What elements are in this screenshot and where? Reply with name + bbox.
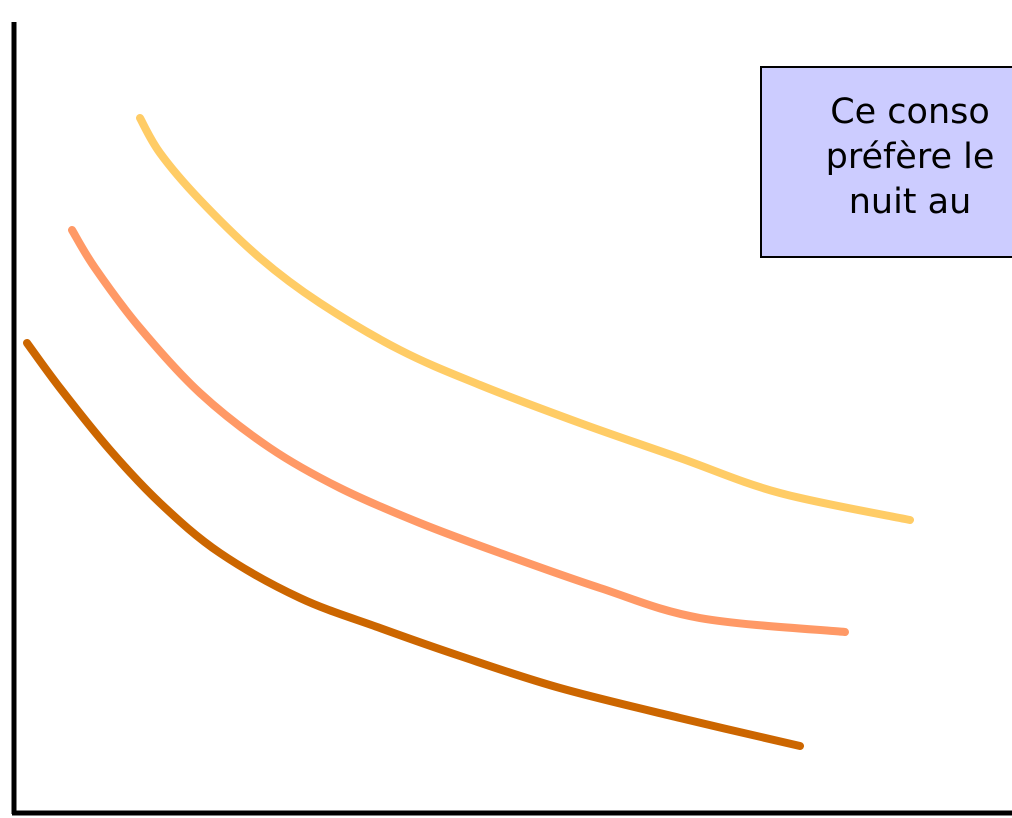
annotation-box: Ce conso préfère le nuit au: [760, 66, 1012, 258]
curve-mid: [68, 226, 849, 636]
curve-high: [136, 114, 914, 524]
curves-group: [23, 114, 914, 750]
curve-low: [23, 339, 804, 750]
